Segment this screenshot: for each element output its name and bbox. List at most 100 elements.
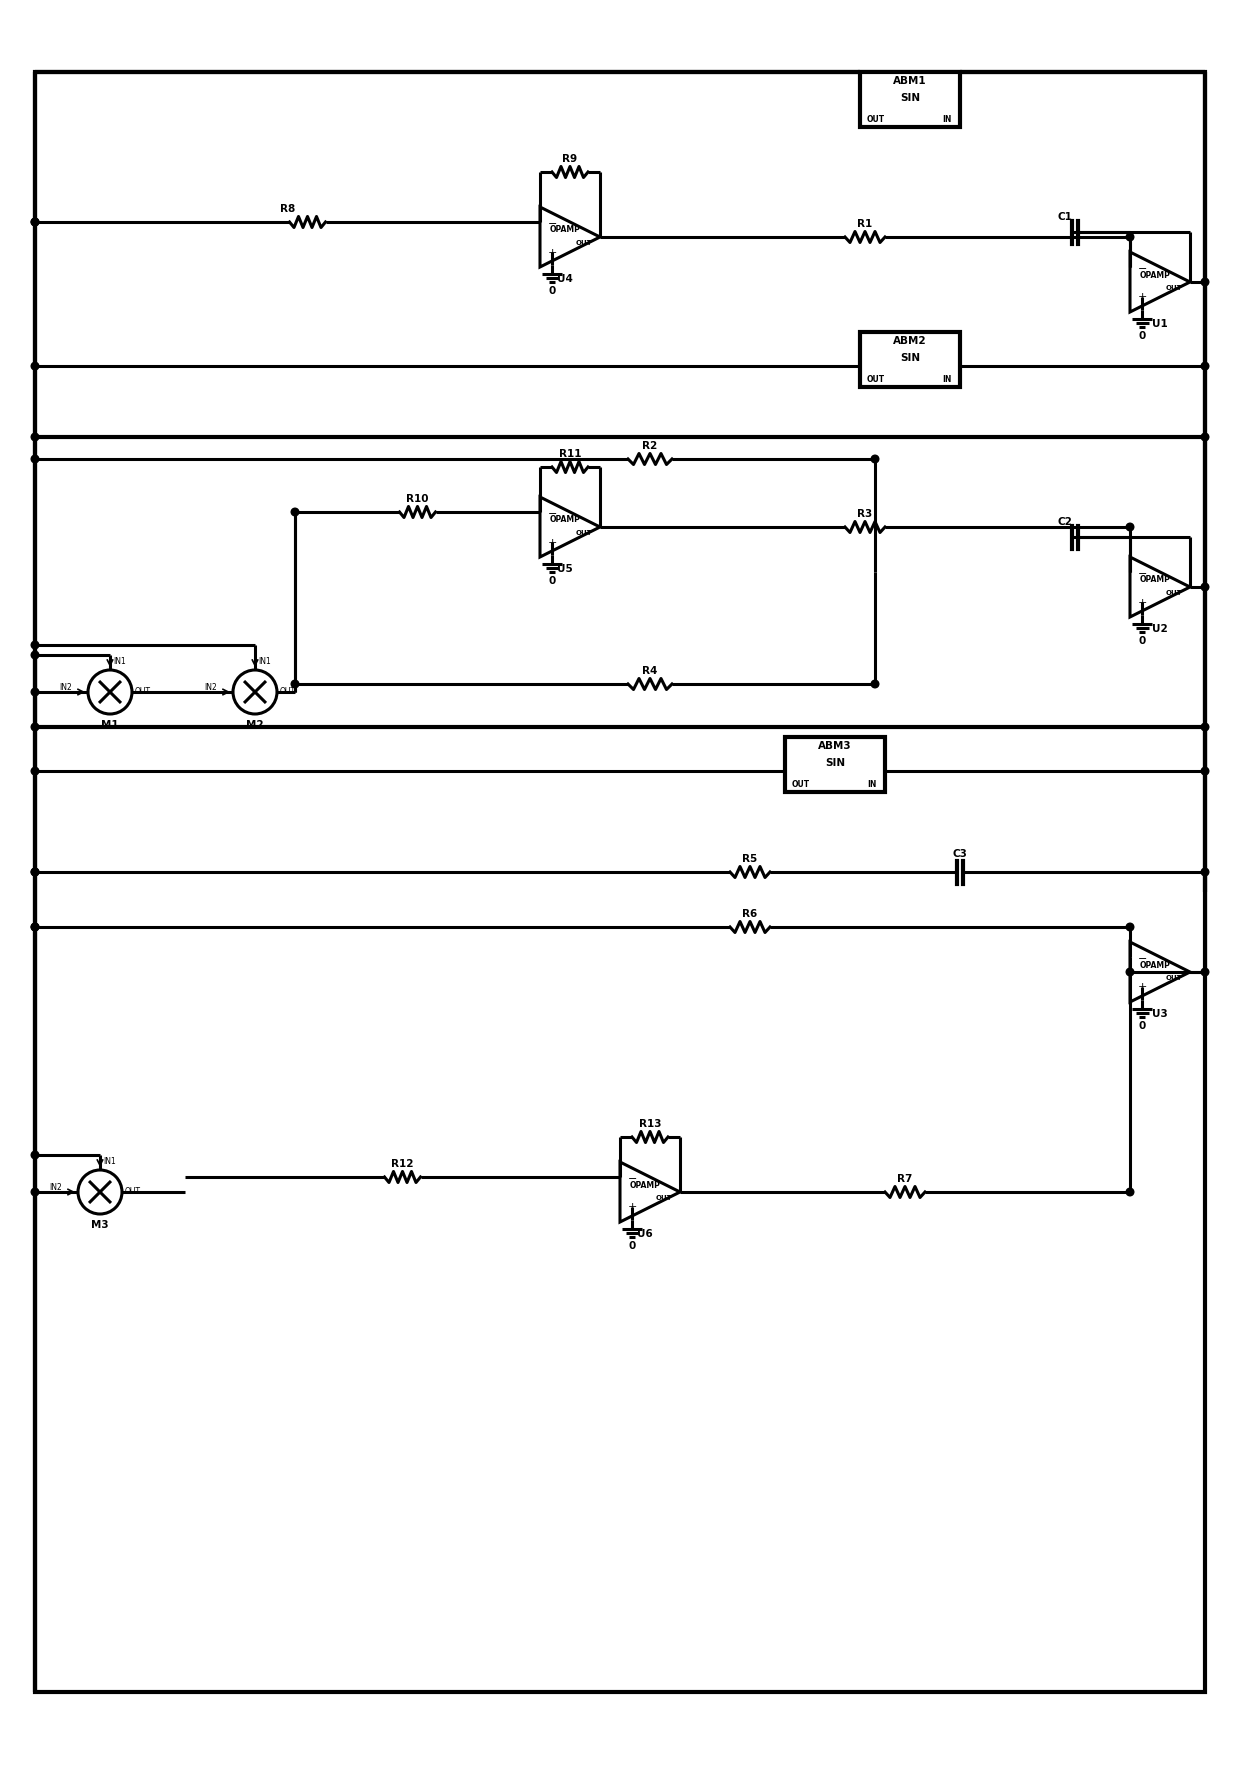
Circle shape bbox=[31, 868, 38, 875]
Text: OPAMP: OPAMP bbox=[630, 1180, 661, 1189]
Text: $+$: $+$ bbox=[627, 1201, 637, 1212]
Text: IN1: IN1 bbox=[103, 1157, 115, 1166]
Text: ABM1: ABM1 bbox=[893, 76, 926, 87]
Text: $+$: $+$ bbox=[547, 537, 557, 548]
Circle shape bbox=[31, 361, 38, 370]
Text: OPAMP: OPAMP bbox=[1140, 576, 1171, 585]
Text: R4: R4 bbox=[642, 666, 657, 675]
Circle shape bbox=[1202, 868, 1209, 875]
Bar bbox=[861, 331, 960, 386]
Circle shape bbox=[31, 432, 38, 441]
Text: U5: U5 bbox=[557, 563, 573, 574]
Text: OUT: OUT bbox=[1166, 285, 1182, 291]
Circle shape bbox=[872, 455, 879, 462]
Circle shape bbox=[1202, 723, 1209, 730]
Text: SIN: SIN bbox=[900, 94, 920, 103]
Text: $-$: $-$ bbox=[547, 507, 557, 517]
Text: OPAMP: OPAMP bbox=[1140, 271, 1171, 280]
Text: M1: M1 bbox=[102, 721, 119, 730]
Text: ABM2: ABM2 bbox=[893, 337, 926, 346]
Circle shape bbox=[31, 218, 38, 225]
Text: R12: R12 bbox=[392, 1159, 414, 1170]
Text: R1: R1 bbox=[857, 220, 873, 229]
Text: U3: U3 bbox=[1152, 1008, 1168, 1019]
Circle shape bbox=[31, 688, 38, 696]
Circle shape bbox=[31, 767, 38, 774]
Text: SIN: SIN bbox=[825, 758, 846, 769]
Text: SIN: SIN bbox=[900, 353, 920, 363]
Text: IN: IN bbox=[942, 376, 951, 385]
Text: 0: 0 bbox=[1138, 331, 1146, 340]
Text: OPAMP: OPAMP bbox=[1140, 960, 1171, 969]
Text: 0: 0 bbox=[548, 285, 556, 296]
Text: 0: 0 bbox=[1138, 636, 1146, 647]
Text: R10: R10 bbox=[407, 494, 429, 503]
Text: IN1: IN1 bbox=[258, 657, 270, 666]
Text: C1: C1 bbox=[1058, 213, 1073, 222]
Circle shape bbox=[31, 650, 38, 659]
Text: OUT: OUT bbox=[575, 530, 593, 535]
Text: OUT: OUT bbox=[575, 239, 593, 246]
Text: C3: C3 bbox=[952, 849, 967, 859]
Text: R2: R2 bbox=[642, 441, 657, 452]
Text: IN1: IN1 bbox=[113, 657, 125, 666]
Circle shape bbox=[1126, 1189, 1133, 1196]
Text: IN: IN bbox=[942, 115, 951, 124]
Text: OUT: OUT bbox=[1166, 590, 1182, 595]
Text: $-$: $-$ bbox=[1137, 262, 1147, 271]
Text: OUT: OUT bbox=[134, 688, 150, 696]
Circle shape bbox=[1202, 583, 1209, 590]
Text: OPAMP: OPAMP bbox=[549, 516, 580, 525]
Circle shape bbox=[1126, 968, 1133, 976]
Circle shape bbox=[31, 641, 38, 649]
Circle shape bbox=[1202, 767, 1209, 774]
Text: $-$: $-$ bbox=[1137, 567, 1147, 578]
Text: 0: 0 bbox=[548, 576, 556, 587]
Circle shape bbox=[31, 723, 38, 730]
Text: IN2: IN2 bbox=[205, 682, 217, 693]
Bar bbox=[861, 73, 960, 128]
Circle shape bbox=[1126, 923, 1133, 930]
Text: OUT: OUT bbox=[279, 688, 295, 696]
Text: U4: U4 bbox=[557, 275, 573, 284]
Text: $-$: $-$ bbox=[627, 1171, 637, 1182]
Text: $+$: $+$ bbox=[1137, 292, 1147, 303]
Text: 0: 0 bbox=[1138, 1021, 1146, 1031]
Text: $-$: $-$ bbox=[1137, 952, 1147, 962]
Text: 0: 0 bbox=[629, 1240, 636, 1251]
Circle shape bbox=[31, 868, 38, 875]
Text: $+$: $+$ bbox=[1137, 982, 1147, 992]
Text: OPAMP: OPAMP bbox=[549, 225, 580, 234]
Text: OUT: OUT bbox=[1166, 975, 1182, 982]
Text: OUT: OUT bbox=[867, 115, 885, 124]
Circle shape bbox=[31, 1152, 38, 1159]
Text: M3: M3 bbox=[92, 1221, 109, 1230]
Circle shape bbox=[31, 923, 38, 930]
Text: OUT: OUT bbox=[656, 1194, 672, 1201]
Text: OUT: OUT bbox=[124, 1187, 140, 1196]
Text: U1: U1 bbox=[1152, 319, 1168, 330]
Text: IN: IN bbox=[867, 780, 877, 789]
Text: ABM3: ABM3 bbox=[818, 741, 852, 751]
Circle shape bbox=[31, 455, 38, 462]
Text: R8: R8 bbox=[280, 204, 295, 214]
Text: U2: U2 bbox=[1152, 624, 1168, 634]
Circle shape bbox=[291, 509, 299, 516]
Text: R6: R6 bbox=[743, 909, 758, 920]
Text: IN2: IN2 bbox=[60, 682, 72, 693]
Circle shape bbox=[1202, 278, 1209, 285]
Circle shape bbox=[1202, 968, 1209, 976]
Text: U6: U6 bbox=[637, 1230, 653, 1239]
Text: R13: R13 bbox=[639, 1118, 661, 1129]
Circle shape bbox=[1202, 361, 1209, 370]
Text: OUT: OUT bbox=[867, 376, 885, 385]
Text: C2: C2 bbox=[1058, 517, 1073, 526]
Text: $-$: $-$ bbox=[547, 216, 557, 227]
Circle shape bbox=[31, 1189, 38, 1196]
Text: M2: M2 bbox=[247, 721, 264, 730]
Circle shape bbox=[1126, 234, 1133, 241]
Circle shape bbox=[291, 680, 299, 688]
Circle shape bbox=[31, 923, 38, 930]
Circle shape bbox=[1126, 523, 1133, 532]
Circle shape bbox=[31, 218, 38, 225]
